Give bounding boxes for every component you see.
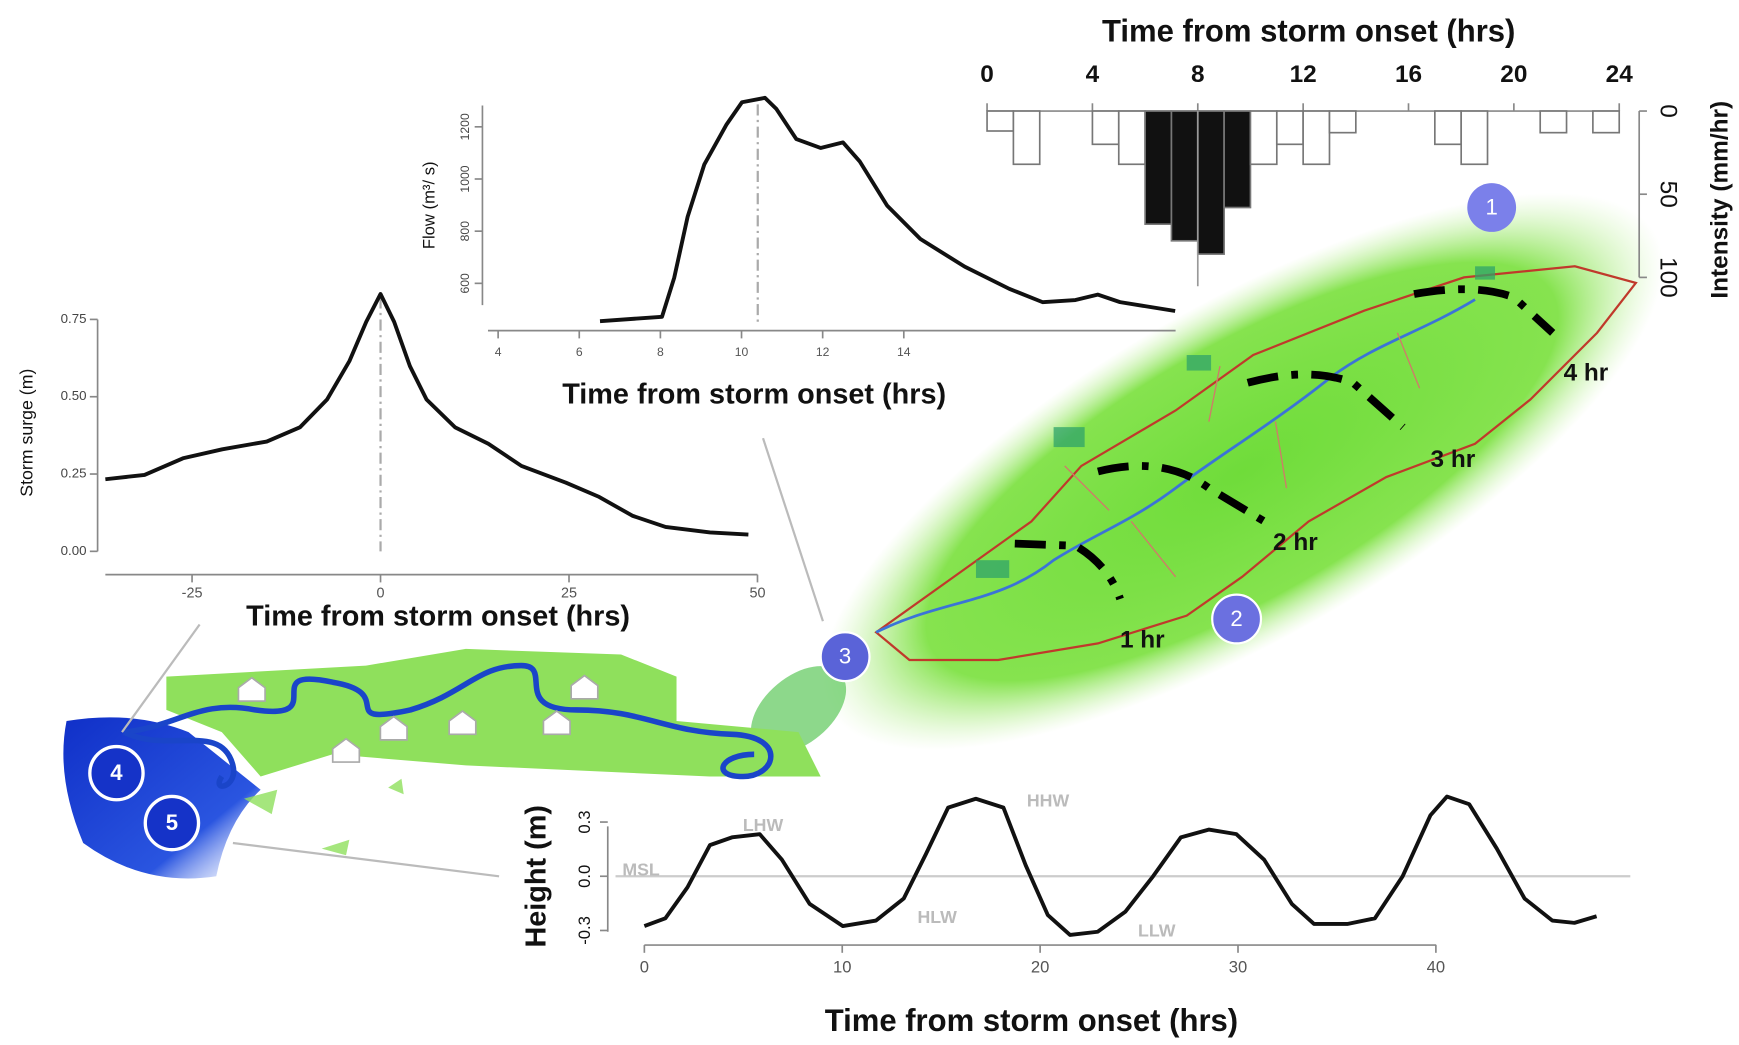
bar xyxy=(1249,110,1278,166)
isochrone-label: 2 hr xyxy=(1273,529,1318,556)
x-tick-label: 8 xyxy=(657,345,664,359)
y-tick-label: 0.75 xyxy=(61,311,87,326)
bar xyxy=(1091,110,1120,146)
catchment-map: 1 hr 2 hr 3 hr 4 hr xyxy=(750,192,1664,754)
x-tick-label: 25 xyxy=(561,585,577,601)
isochrone-label: 3 hr xyxy=(1431,446,1476,473)
x-tick-label: 20 xyxy=(1500,61,1527,88)
y-axis-label: Height (m) xyxy=(521,805,553,948)
floodplain-river xyxy=(123,662,774,780)
x-tick-label: 10 xyxy=(735,345,749,359)
houses xyxy=(237,674,599,763)
river-mouth xyxy=(122,729,237,789)
marker-label: 4 xyxy=(110,760,123,785)
x-tick-label: 8 xyxy=(1191,61,1205,88)
bar xyxy=(1434,110,1463,146)
x-tick-label: 0 xyxy=(377,585,385,601)
y-tick-label: 50 xyxy=(1654,181,1681,208)
connectors xyxy=(121,437,824,878)
x-axis-label: Time from storm onset (hrs) xyxy=(246,600,630,632)
data-line xyxy=(643,794,1598,937)
marker-label: 5 xyxy=(166,810,178,835)
y-tick-label: 100 xyxy=(1654,257,1681,298)
y-tick-label: 800 xyxy=(458,221,472,242)
x-tick-label: 20 xyxy=(1031,958,1050,977)
x-axis-label: Time from storm onset (hrs) xyxy=(825,1003,1238,1038)
marker xyxy=(1211,593,1263,645)
x-tick-label: 14 xyxy=(897,345,911,359)
x-tick-label: 30 xyxy=(1229,958,1248,977)
catchment-area xyxy=(820,192,1664,751)
main-river xyxy=(875,298,1476,634)
annotation: HLW xyxy=(917,907,957,927)
y-axis-label: Intensity (mm/hr) xyxy=(1707,101,1734,299)
data-line xyxy=(105,292,749,537)
marker-label: 1 xyxy=(1486,194,1498,219)
annotation: MSL xyxy=(622,859,660,879)
bar xyxy=(1144,110,1173,225)
y-tick-label: 0.0 xyxy=(575,865,594,888)
x-tick-label: 50 xyxy=(749,585,765,601)
bar xyxy=(1117,110,1146,166)
x-tick-label: 6 xyxy=(576,345,583,359)
data-line xyxy=(599,95,1176,324)
bar xyxy=(1539,110,1568,134)
y-axis-label: Storm surge (m) xyxy=(16,369,36,497)
bar xyxy=(986,110,1015,132)
bar xyxy=(1302,110,1331,166)
isochrones xyxy=(1014,285,1556,601)
x-tick-label: 24 xyxy=(1606,61,1634,88)
catchment-boundary xyxy=(874,265,1638,662)
bar xyxy=(1223,110,1252,209)
marker xyxy=(819,631,871,683)
x-axis-label: Time from storm onset (hrs) xyxy=(1102,14,1515,49)
bar xyxy=(1328,110,1357,134)
bar xyxy=(1012,110,1041,166)
y-tick-label: 1200 xyxy=(458,113,472,140)
bar xyxy=(1196,110,1225,255)
markers: 1 2 3 4 5 xyxy=(88,183,1517,852)
bar xyxy=(1460,110,1489,166)
water-bodies xyxy=(975,266,1496,578)
isochrone-label: 4 hr xyxy=(1564,359,1609,386)
marker xyxy=(1467,183,1517,232)
bar xyxy=(1170,110,1199,242)
marker-label: 2 xyxy=(1230,606,1242,631)
x-tick-label: 4 xyxy=(1086,61,1100,88)
y-tick-label: 0.00 xyxy=(61,543,87,558)
y-tick-label: 0.25 xyxy=(61,466,87,481)
y-tick-label: 0.3 xyxy=(575,810,594,833)
x-tick-label: 10 xyxy=(833,958,852,977)
marker-label: 3 xyxy=(839,644,851,669)
x-axis-label: Time from storm onset (hrs) xyxy=(562,379,946,411)
y-axis-label: Flow (m³/ s) xyxy=(420,161,439,249)
x-tick-label: 0 xyxy=(640,958,649,977)
y-tick-label: -0.3 xyxy=(575,916,594,945)
y-tick-label: 0.50 xyxy=(61,388,87,403)
y-tick-label: 600 xyxy=(458,273,472,294)
bar xyxy=(1275,110,1304,146)
marker xyxy=(143,794,201,852)
x-tick-label: 4 xyxy=(495,345,502,359)
floodplain-patches xyxy=(243,778,404,856)
isochrone-label: 1 hr xyxy=(1120,627,1165,654)
annotation: LLW xyxy=(1138,920,1176,940)
x-tick-label: 12 xyxy=(1290,61,1317,88)
x-tick-label: 16 xyxy=(1395,61,1422,88)
tributaries xyxy=(1064,332,1421,578)
annotation: LHW xyxy=(743,815,784,835)
x-tick-label: 12 xyxy=(816,345,830,359)
marker xyxy=(88,744,145,802)
x-tick-label: 40 xyxy=(1427,958,1446,977)
y-tick-label: 0 xyxy=(1654,104,1681,118)
y-tick-label: 1000 xyxy=(458,165,472,192)
bar xyxy=(1592,110,1621,134)
x-tick-label: -25 xyxy=(182,585,203,601)
x-tick-label: 0 xyxy=(980,61,994,88)
annotation: HHW xyxy=(1027,791,1070,811)
